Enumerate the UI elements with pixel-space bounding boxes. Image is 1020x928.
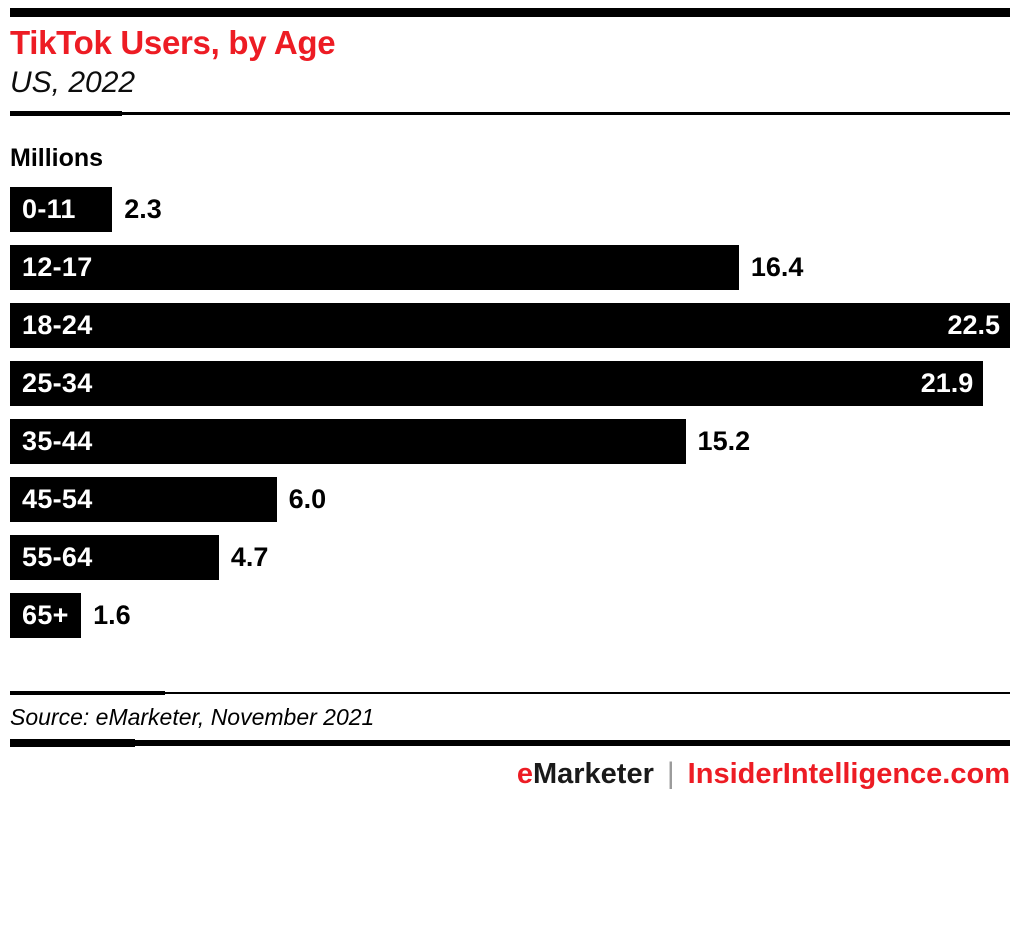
bar-category-label: 45-54	[22, 484, 93, 515]
insider-intelligence-link[interactable]: InsiderIntelligence.com	[687, 757, 1010, 790]
footer-divider	[10, 738, 1010, 747]
bar-row: 35-44 15.2	[10, 419, 1010, 465]
chart-page: TikTok Users, by Age US, 2022 Millions 0…	[10, 8, 1010, 791]
units-label: Millions	[10, 143, 104, 172]
bar-value-label: 2.3	[124, 194, 162, 225]
brand-separator: |	[666, 756, 675, 790]
emarketer-logo: eMarketer	[517, 758, 654, 790]
chart-subtitle: US, 2022	[10, 65, 136, 99]
emarketer-logo-e: e	[516, 757, 533, 790]
bar-55-64: 55-64	[10, 535, 219, 581]
bar-value-label: 22.5	[947, 310, 1000, 341]
bar-value-label: 15.2	[697, 426, 751, 457]
bar-value-label: 16.4	[750, 252, 804, 283]
bar-row: 12-17 16.4	[10, 245, 1010, 291]
bar-category-label: 55-64	[22, 542, 93, 573]
bar-value-label: 4.7	[230, 542, 269, 573]
source-note: Source: eMarketer, November 2021	[10, 704, 375, 731]
bar-category-label: 12-17	[22, 252, 93, 283]
bar-25-34: 25-34 21.9	[10, 361, 984, 407]
source-divider	[10, 691, 1010, 696]
bar-category-label: 65+	[22, 600, 69, 631]
bar-row: 25-34 21.9	[10, 361, 1010, 407]
bar-65+: 65+	[10, 593, 82, 639]
bar-value-label: 6.0	[288, 484, 327, 515]
bar-value-label: 21.9	[920, 368, 974, 399]
bar-row: 0-11 2.3	[10, 187, 1010, 233]
bar-value-label: 1.6	[93, 600, 131, 631]
bar-35-44: 35-44	[10, 419, 686, 465]
bar-row: 45-54 6.0	[10, 477, 1010, 523]
bar-0-11: 0-11	[10, 187, 113, 233]
top-accent-bar	[10, 8, 1010, 17]
bar-category-label: 25-34	[22, 368, 93, 399]
bar-12-17: 12-17	[10, 245, 739, 291]
header-divider	[10, 110, 1010, 116]
bar-category-label: 18-24	[22, 310, 93, 341]
chart-title: TikTok Users, by Age	[10, 24, 336, 61]
bar-18-24: 18-24 22.5	[10, 303, 1010, 349]
bar-row: 65+ 1.6	[10, 593, 1010, 639]
brand-line: eMarketer | InsiderIntelligence.com	[10, 757, 1010, 791]
emarketer-logo-rest: Marketer	[532, 757, 654, 790]
bar-category-label: 0-11	[22, 194, 76, 225]
bar-row: 55-64 4.7	[10, 535, 1010, 581]
bar-category-label: 35-44	[22, 426, 93, 457]
bar-45-54: 45-54	[10, 477, 277, 523]
bar-chart: 0-11 2.3 12-17 16.4 18-24 22.5 25-34 21.9 35-44 1…	[10, 187, 1010, 639]
bar-row: 18-24 22.5	[10, 303, 1010, 349]
